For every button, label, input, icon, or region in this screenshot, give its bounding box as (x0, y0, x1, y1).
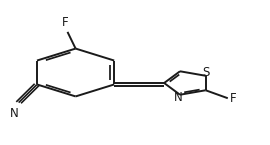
Text: N: N (174, 91, 183, 104)
Text: N: N (10, 107, 19, 120)
Text: F: F (230, 93, 236, 105)
Text: S: S (202, 66, 210, 79)
Text: F: F (62, 16, 69, 29)
